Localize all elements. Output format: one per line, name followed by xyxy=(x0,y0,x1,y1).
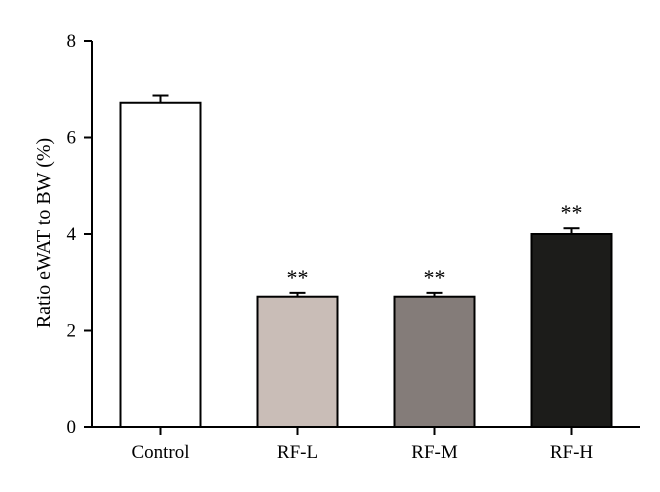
x-tick-label: Control xyxy=(131,442,189,463)
y-tick-label: 0 xyxy=(67,417,77,438)
y-axis: 0 2 4 6 8 xyxy=(67,31,93,438)
y-tick-label: 6 xyxy=(67,128,77,149)
x-axis xyxy=(92,426,640,435)
x-tick-label: RF-H xyxy=(550,442,594,463)
y-axis-label: Ratio eWAT to BW (%) xyxy=(33,138,55,328)
labels: Control RF-L ** RF-M ** RF-H ** xyxy=(131,200,593,463)
bar-rf-h xyxy=(530,233,613,428)
significance-label: ** xyxy=(424,265,446,290)
bars xyxy=(119,94,613,428)
bar-rf-m xyxy=(393,295,476,428)
x-tick-label: RF-M xyxy=(411,442,458,463)
y-tick-label: 8 xyxy=(67,31,77,52)
significance-label: ** xyxy=(561,200,583,225)
bar-control xyxy=(119,101,202,428)
significance-label: ** xyxy=(287,265,309,290)
y-tick-label: 2 xyxy=(67,321,77,342)
y-tick-label: 4 xyxy=(67,224,77,245)
x-tick-label: RF-L xyxy=(277,442,318,463)
bar-rf-l xyxy=(256,295,339,428)
